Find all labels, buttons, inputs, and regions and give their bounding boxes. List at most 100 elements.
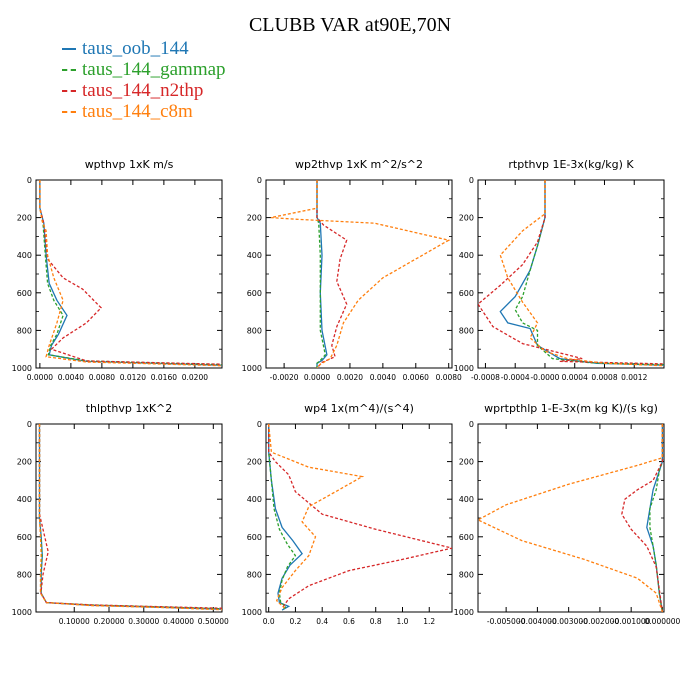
chart-title: wp4 1x(m^4)/(s^4): [304, 402, 414, 415]
chart-title: thlpthvp 1xK^2: [86, 402, 173, 415]
x-tick-label: 0.30000: [128, 617, 159, 626]
series-line-taus_144_c8m: [270, 180, 451, 368]
chart-title: rtpthvp 1E-3x(kg/kg) K: [508, 158, 634, 171]
series-line-taus_144_c8m: [39, 180, 222, 367]
x-tick-label: 0.10000: [59, 617, 90, 626]
plot-frame: [35, 179, 223, 369]
y-tick-label: 800: [247, 570, 262, 579]
y-tick-label: 1000: [242, 608, 262, 617]
series-line-taus_144_n2thp: [478, 180, 664, 365]
plot-frame: [265, 423, 453, 613]
y-tick-label: 1000: [12, 608, 32, 617]
legend-swatch-oob: [62, 47, 76, 50]
series-line-taus_oob_144: [38, 424, 222, 610]
plot-frame: [477, 179, 665, 369]
x-tick-label: 0.2: [289, 617, 301, 626]
y-tick-label: 0: [469, 420, 474, 429]
legend-item-n2thp: taus_144_n2thp: [62, 80, 226, 101]
legend-item-oob: taus_oob_144: [62, 38, 226, 59]
plot-frame: [265, 179, 453, 369]
plot-frame: [477, 423, 665, 613]
chart-title: wp2thvp 1xK m^2/s^2: [295, 158, 423, 171]
x-tick-label: 0.0120: [120, 373, 146, 382]
x-tick-label: -0.0000: [530, 373, 559, 382]
series-line-taus_144_gammap: [268, 424, 297, 611]
y-tick-label: 200: [247, 458, 262, 467]
chart-title: wpthvp 1xK m/s: [85, 158, 174, 171]
chart-panel-4: thlpthvp 1xK^2 0 200 400 600 800 1000 0.10000 0.…: [12, 402, 229, 626]
x-tick-label: 0.0000: [27, 373, 53, 382]
y-tick-label: 1000: [454, 608, 474, 617]
y-tick-label: 600: [17, 533, 32, 542]
series-line-taus_144_n2thp: [38, 424, 222, 609]
x-tick-label: 0.0080: [89, 373, 115, 382]
x-tick-label: 0.4: [316, 617, 328, 626]
series-line-taus_144_gammap: [649, 424, 664, 612]
x-tick-label: -0.003000: [549, 617, 588, 626]
y-tick-label: 400: [17, 251, 32, 260]
series-line-taus_144_gammap: [39, 180, 222, 366]
y-tick-label: 200: [17, 214, 32, 223]
x-tick-label: 0.0060: [403, 373, 429, 382]
x-tick-label: -0.005000: [487, 617, 526, 626]
series-line-taus_144_c8m: [499, 180, 664, 367]
x-tick-label: 0.0020: [337, 373, 363, 382]
y-tick-label: 800: [459, 326, 474, 335]
series-line-taus_144_n2thp: [316, 180, 348, 368]
y-tick-label: 400: [459, 251, 474, 260]
x-tick-label: 0.50000: [198, 617, 229, 626]
series-line-taus_144_c8m: [478, 424, 664, 612]
legend-swatch-c8m: [62, 110, 76, 113]
series-line-taus_144_c8m: [268, 424, 365, 609]
x-tick-label: -0.004000: [518, 617, 557, 626]
x-tick-label: 0.8: [370, 617, 382, 626]
y-tick-label: 0: [27, 420, 32, 429]
y-tick-label: 600: [247, 533, 262, 542]
x-tick-label: 0.0000: [304, 373, 330, 382]
x-tick-label: -0.0008: [471, 373, 500, 382]
y-tick-label: 600: [17, 289, 32, 298]
chart-panel-1: wpthvp 1xK m/s 0 200 400 600 800 10000.0000 0.0…: [12, 158, 223, 382]
plot-frame: [35, 423, 223, 613]
y-tick-label: 1000: [242, 364, 262, 373]
series-line-taus_144_n2thp: [39, 180, 222, 365]
x-tick-label: 0.000000: [645, 617, 681, 626]
x-tick-label: -0.0020: [270, 373, 299, 382]
x-tick-label: 0.0004: [562, 373, 588, 382]
series-line-taus_144_gammap: [38, 424, 222, 610]
y-tick-label: 200: [247, 214, 262, 223]
x-tick-label: 0.0012: [621, 373, 647, 382]
y-tick-label: 800: [247, 326, 262, 335]
legend: taus_oob_144 taus_144_gammap taus_144_n2…: [62, 38, 226, 122]
y-tick-label: 0: [257, 420, 262, 429]
y-tick-label: 0: [469, 176, 474, 185]
legend-label-oob: taus_oob_144: [82, 38, 189, 59]
y-tick-label: 200: [459, 214, 474, 223]
chart-panel-5: wp4 1x(m^4)/(s^4) 0 200 400 600 800 10000.0 0.2…: [242, 402, 453, 626]
x-tick-label: -0.001000: [612, 617, 651, 626]
y-tick-label: 200: [459, 458, 474, 467]
legend-item-c8m: taus_144_c8m: [62, 101, 226, 122]
x-tick-label: -0.002000: [581, 617, 620, 626]
y-tick-label: 600: [247, 289, 262, 298]
y-tick-label: 600: [459, 289, 474, 298]
x-tick-label: 0.0008: [591, 373, 617, 382]
series-line-taus_144_n2thp: [268, 424, 452, 609]
x-tick-label: 0.0: [263, 617, 275, 626]
x-tick-label: -0.0004: [501, 373, 530, 382]
series-line-taus_oob_144: [646, 424, 664, 612]
x-tick-label: 0.6: [343, 617, 355, 626]
y-tick-label: 400: [459, 495, 474, 504]
legend-item-gammap: taus_144_gammap: [62, 59, 226, 80]
figure-title: CLUBB VAR at90E,70N: [248, 14, 452, 36]
chart-panel-6: wprtpthlp 1-E-3x(m kg K)/(s kg) 0 200 400 60…: [454, 402, 681, 626]
chart-panel-3: rtpthvp 1E-3x(kg/kg) K02004006008001000-…: [454, 158, 665, 382]
legend-swatch-n2thp: [62, 89, 76, 92]
x-tick-label: 0.20000: [94, 617, 125, 626]
legend-swatch-gammap: [62, 68, 76, 71]
series-line-taus_oob_144: [39, 180, 222, 366]
x-tick-label: 1.0: [397, 617, 409, 626]
legend-label-c8m: taus_144_c8m: [82, 101, 193, 122]
x-tick-label: 0.0200: [182, 373, 208, 382]
